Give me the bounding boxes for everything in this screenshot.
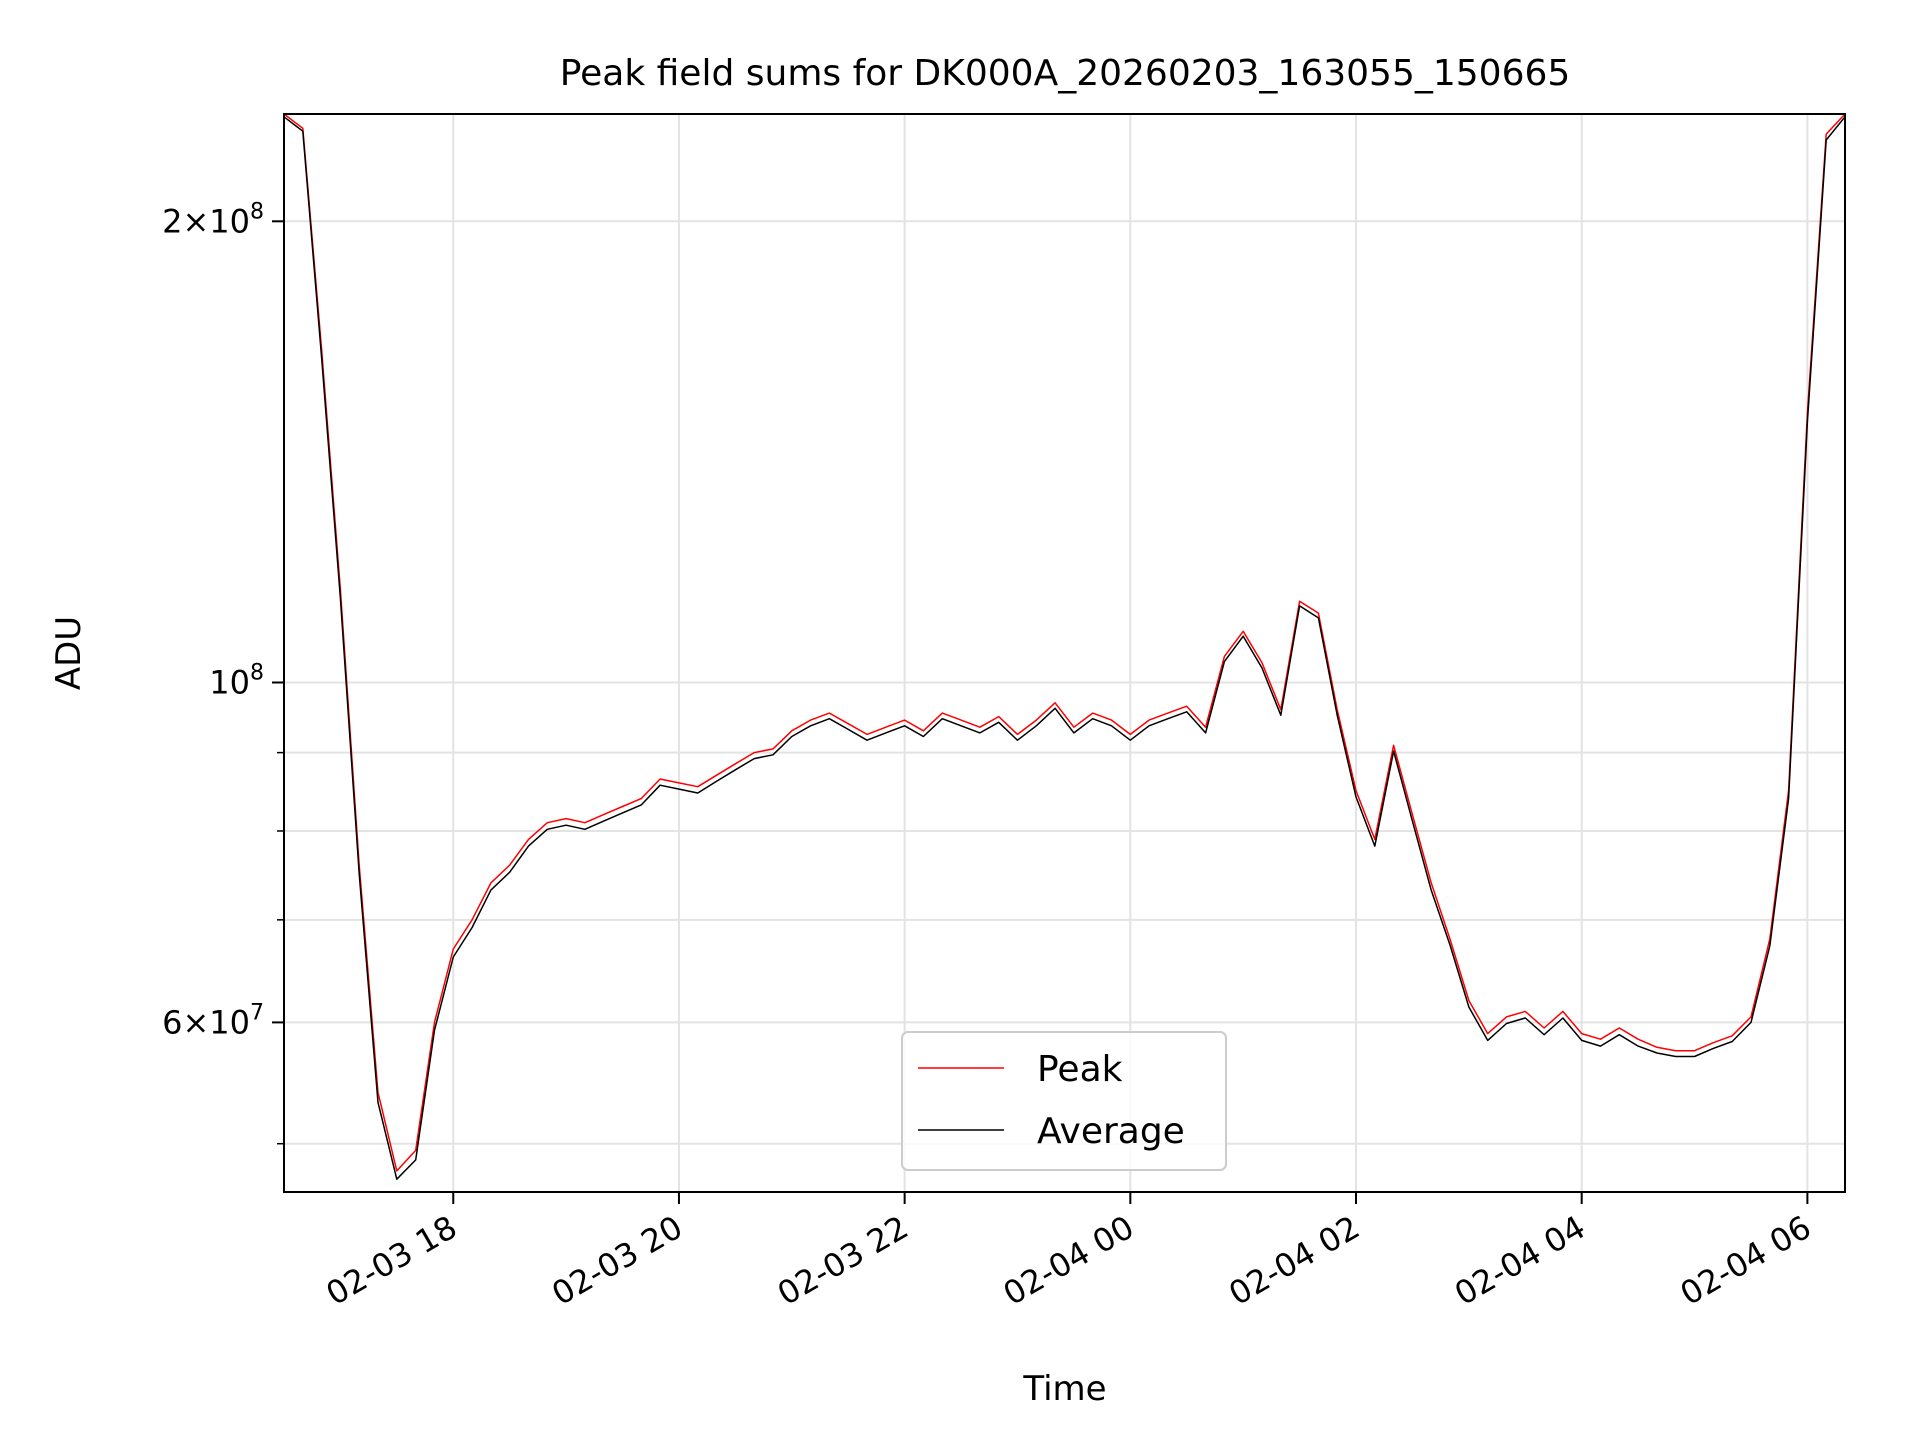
series-lines — [283, 113, 1846, 1180]
legend: Peak Average — [901, 1031, 1227, 1171]
series-line-average — [283, 116, 1846, 1180]
series-line-peak — [283, 113, 1846, 1172]
y-tick-exponent: 8 — [250, 661, 264, 686]
legend-box — [901, 1031, 1227, 1171]
x-axis-label: Time — [1022, 1369, 1106, 1409]
legend-label-peak: Peak — [1037, 1049, 1123, 1090]
y-tick-label: 6×107 — [162, 1000, 264, 1041]
y-axis-label: ADU — [49, 616, 89, 690]
y-tick-label: 2×108 — [162, 199, 264, 240]
chart-title: Peak field sums for DK000A_20260203_1630… — [560, 53, 1571, 94]
y-tick-exponent: 7 — [250, 1000, 264, 1025]
y-tick-exponent: 8 — [250, 199, 264, 224]
legend-label-average: Average — [1037, 1111, 1185, 1152]
grid — [284, 114, 1845, 1192]
plot-area-frame — [283, 113, 1846, 1193]
